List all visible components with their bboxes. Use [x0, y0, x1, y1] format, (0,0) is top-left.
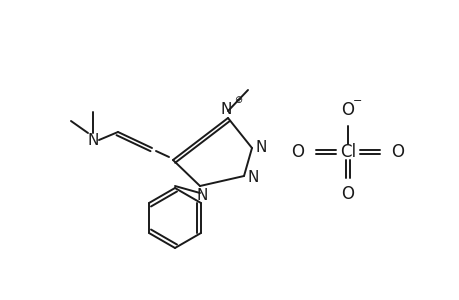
Text: N: N — [247, 169, 258, 184]
Text: O: O — [391, 143, 403, 161]
Text: N: N — [255, 140, 266, 154]
Text: N: N — [220, 101, 231, 116]
Text: ⊕: ⊕ — [234, 95, 241, 105]
Text: N: N — [87, 133, 99, 148]
Text: O: O — [341, 101, 354, 119]
Text: −: − — [353, 96, 362, 106]
Text: N: N — [196, 188, 207, 202]
Text: O: O — [341, 185, 354, 203]
Text: O: O — [291, 143, 304, 161]
Text: Cl: Cl — [339, 143, 355, 161]
